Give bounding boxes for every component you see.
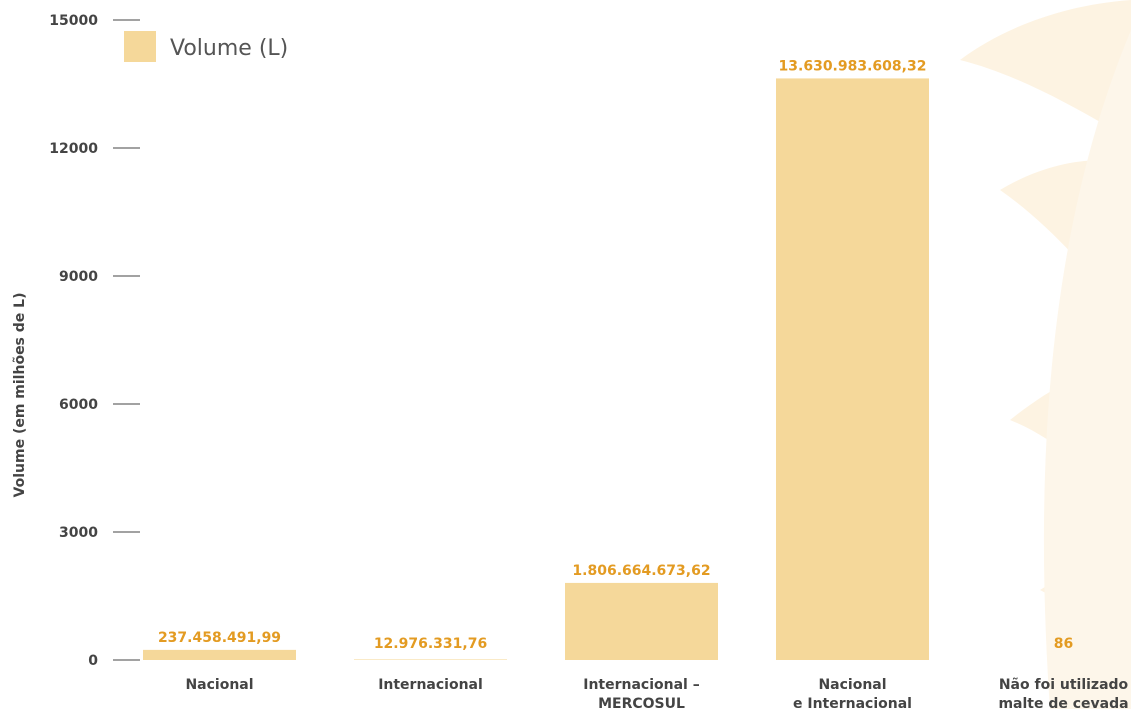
- value-labels: 237.458.491,99 12.976.331,76 1.806.664.673…: [158, 58, 1073, 652]
- bar-value-label: 12.976.331,76: [374, 636, 487, 652]
- bar-value-label: 86: [1054, 636, 1073, 652]
- category-labels: Nacional Internacional Internacional – MERC…: [185, 677, 1128, 709]
- bar-value-label: 237.458.491,99: [158, 630, 281, 646]
- leaf-decoration-shape: [960, 0, 1131, 140]
- x-category-label: MERCOSUL: [598, 696, 685, 709]
- y-axis-label: Volume (em milhões de L): [12, 293, 28, 498]
- x-category-label: malte de cevada: [998, 696, 1128, 709]
- y-tick-label: 15000: [49, 13, 98, 29]
- x-category-label: Nacional: [818, 677, 886, 693]
- y-tick-label: 0: [88, 653, 98, 669]
- x-category-label: Internacional –: [583, 677, 699, 693]
- y-tick-label: 9000: [59, 269, 98, 285]
- bar-value-label: 1.806.664.673,62: [572, 563, 710, 579]
- legend-label: Volume (L): [170, 36, 288, 61]
- x-category-label: Internacional: [378, 677, 483, 693]
- legend: Volume (L): [124, 31, 288, 62]
- bar-value-label: 13.630.983.608,32: [779, 58, 927, 74]
- y-tick-label: 6000: [59, 397, 98, 413]
- bar: [354, 659, 507, 660]
- legend-swatch: [124, 31, 156, 62]
- y-axis: 0 3000 6000 9000 12000 15000: [49, 13, 140, 669]
- bar: [143, 649, 296, 660]
- bar: [565, 582, 718, 660]
- x-category-label: Não foi utilizado: [999, 677, 1129, 693]
- x-category-label: e Internacional: [793, 696, 912, 709]
- x-category-label: Nacional: [185, 677, 253, 693]
- y-tick-label: 12000: [49, 141, 98, 157]
- bar: [776, 78, 929, 661]
- bars: [143, 78, 929, 661]
- leaf-decoration-shape: [1043, 30, 1131, 709]
- leaf-decoration: [960, 0, 1131, 709]
- y-tick-label: 3000: [59, 525, 98, 541]
